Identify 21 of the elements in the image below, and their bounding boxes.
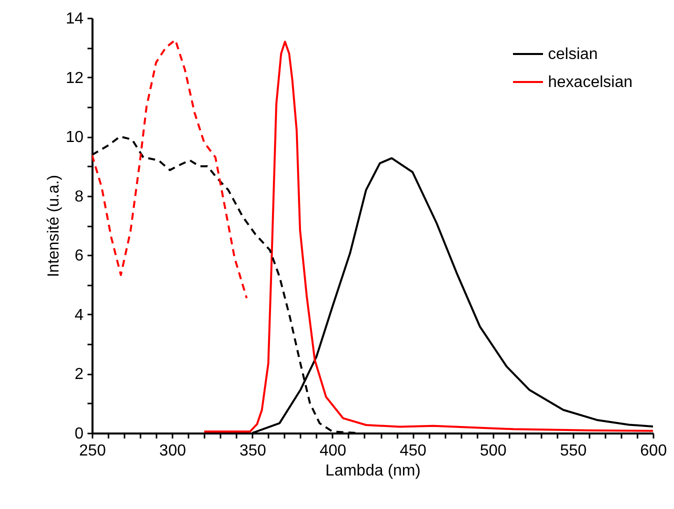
line-series — [92, 38, 248, 300]
y-axis-title: Intensité (u.a.) — [46, 174, 63, 278]
x-tick-label: 300 — [159, 442, 186, 460]
x-tick-label: 550 — [560, 442, 587, 460]
x-tick-label: 500 — [480, 442, 507, 460]
y-tick-label: 0 — [74, 426, 84, 442]
x-tick-label: 450 — [400, 442, 427, 460]
legend-label: celsian — [548, 46, 598, 63]
y-tick-label: 6 — [74, 248, 84, 265]
x-axis-title: Lambda (nm) — [325, 462, 421, 480]
x-tick-label: 350 — [239, 442, 266, 460]
legend-label: hexacelsian — [548, 74, 632, 91]
y-tick-label: 4 — [74, 306, 84, 324]
x-tick-label: 600 — [640, 442, 667, 460]
x-tick-label: 400 — [320, 442, 346, 460]
y-tick-label: 8 — [74, 188, 84, 206]
y-tick-label: 10 — [66, 129, 84, 146]
y-tick-label: 2 — [74, 366, 84, 384]
y-tick-label: 14 — [66, 10, 84, 28]
y-tick-label: 12 — [66, 70, 84, 87]
x-tick-label: 250 — [79, 442, 106, 460]
